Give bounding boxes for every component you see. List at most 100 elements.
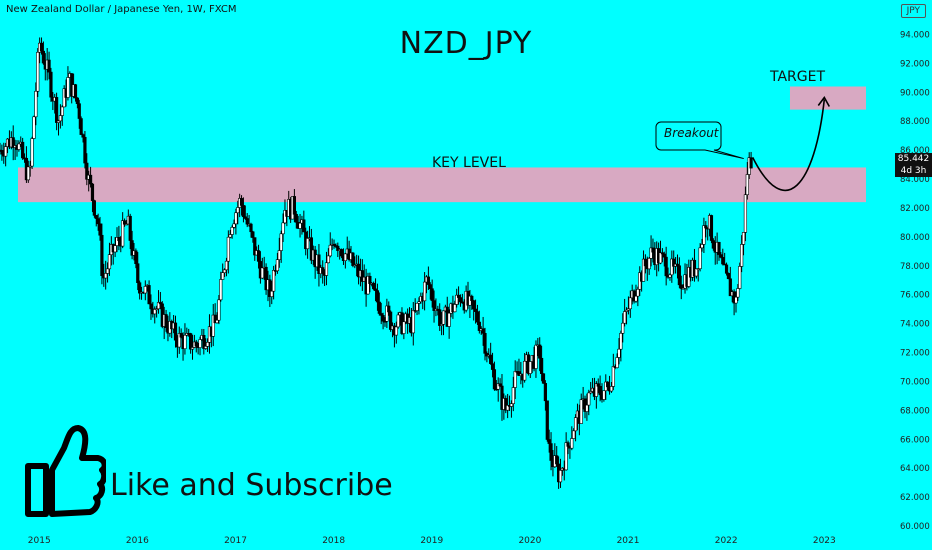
candle-body: [547, 439, 551, 444]
candle-body: [624, 309, 629, 312]
candle-body: [173, 322, 178, 341]
candle-body: [509, 403, 514, 407]
candle-body: [375, 290, 380, 303]
candle-body: [402, 321, 406, 334]
candle-body: [394, 326, 398, 336]
candle-body: [134, 250, 138, 264]
candle-body: [649, 247, 653, 259]
candle-body: [55, 97, 59, 123]
y-axis-ticks: 94.000 92.000 90.000 88.000 86.000 84.000 82.0…: [900, 30, 930, 532]
candle-body: [306, 238, 310, 250]
candle-body: [219, 279, 223, 301]
candle-body: [475, 311, 480, 323]
candle-body: [138, 282, 142, 294]
candle-body: [85, 162, 89, 180]
candle-body: [564, 442, 568, 471]
candle-body: [619, 332, 623, 350]
candle-body: [430, 288, 434, 301]
candle-body: [717, 241, 721, 255]
candle-body: [317, 254, 321, 274]
candle-body: [221, 272, 225, 280]
candle-body: [183, 334, 187, 350]
candle-body: [660, 252, 664, 255]
x-tick-label: 2017: [224, 536, 247, 546]
y-tick-label: 72.000: [900, 349, 930, 359]
candle-body: [566, 442, 570, 447]
candle-body: [379, 313, 383, 316]
candle-body: [309, 237, 313, 261]
candle-body: [128, 215, 132, 241]
candle-body: [540, 357, 544, 374]
candle-body: [377, 301, 381, 314]
candle-body: [506, 405, 510, 411]
candle-body: [549, 443, 553, 461]
candle-body: [694, 268, 698, 277]
y-tick-label: 74.000: [900, 320, 930, 330]
candle-body: [158, 302, 163, 305]
candle-body: [611, 366, 615, 387]
y-tick-label: 62.000: [900, 493, 930, 503]
candle-body: [617, 348, 621, 358]
chart-title: NZD_JPY: [399, 26, 533, 61]
candle-body: [326, 255, 330, 264]
candle-body: [498, 383, 502, 387]
candle-body: [332, 243, 336, 246]
candle-body: [628, 297, 632, 310]
candle-body: [438, 309, 442, 326]
candle-body: [202, 335, 206, 349]
candle-body: [292, 196, 296, 215]
y-tick-label: 80.000: [900, 233, 930, 243]
candle-body: [373, 288, 378, 291]
candle-body: [721, 257, 725, 265]
candle-body: [190, 347, 195, 350]
candle-body: [432, 300, 436, 311]
candle-body: [226, 236, 230, 262]
candle-body: [704, 225, 708, 229]
candle-body: [245, 218, 249, 225]
candle-body: [324, 262, 329, 276]
candle-body: [4, 146, 8, 157]
candle-body: [268, 279, 272, 297]
candle-body: [243, 216, 247, 219]
currency-badge[interactable]: JPY: [900, 4, 926, 18]
candle-body: [104, 273, 108, 279]
candle-body: [658, 252, 663, 264]
candle-body: [189, 333, 193, 350]
candle-body: [98, 223, 102, 236]
candle-body: [698, 247, 702, 269]
candle-body: [738, 266, 742, 289]
y-tick-label: 90.000: [900, 88, 930, 98]
candle-body: [215, 319, 219, 324]
candle-body: [585, 404, 589, 412]
candle-body: [194, 341, 198, 347]
candle-body: [275, 259, 280, 272]
candle-body: [743, 194, 748, 233]
candle-body: [606, 381, 610, 388]
x-tick-label: 2023: [813, 536, 836, 546]
candle-body: [277, 250, 281, 260]
price-zones: [18, 86, 866, 203]
candle-body: [668, 274, 672, 278]
candle-body: [230, 227, 234, 235]
candle-body: [428, 284, 432, 289]
current-price-value: 85.442: [897, 154, 930, 164]
candle-body: [623, 311, 627, 324]
candle-body: [366, 275, 370, 295]
candle-body: [30, 138, 34, 167]
candle-body: [36, 51, 40, 92]
candle-body: [294, 213, 298, 223]
x-tick-label: 2016: [126, 536, 149, 546]
y-tick-label: 76.000: [900, 291, 930, 301]
candle-body: [90, 183, 95, 201]
candle-body: [641, 258, 646, 282]
candle-body: [702, 225, 706, 245]
candle-body: [740, 244, 744, 267]
candle-body: [107, 254, 112, 270]
candle-body: [496, 383, 500, 390]
candle-body: [426, 276, 430, 285]
candle-body: [389, 311, 393, 330]
candle-body: [492, 369, 497, 390]
candle-body: [472, 300, 476, 310]
candle-body: [473, 308, 478, 312]
